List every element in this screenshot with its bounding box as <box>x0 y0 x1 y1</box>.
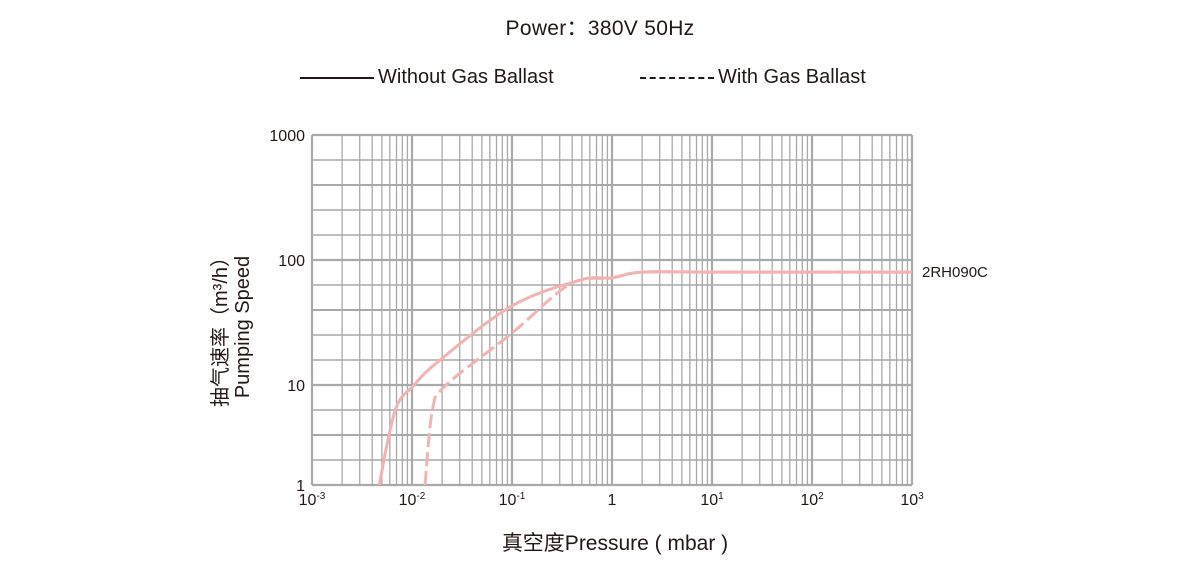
legend-label: Without Gas Ballast <box>378 66 554 88</box>
y-tick-label: 10 <box>287 378 305 395</box>
y-axis-label: 抽气速率（m³/h） Pumping Speed <box>210 247 254 407</box>
curve-with-gas-ballast <box>423 270 912 486</box>
chart-title: Power：380V 50Hz <box>505 17 695 40</box>
x-tick-label: 101 <box>700 491 724 509</box>
y-axis-label-cn: 抽气速率（m³/h） <box>210 247 232 407</box>
x-axis-label: 真空度Pressure ( mbar ) <box>501 532 729 555</box>
x-tick-label: 10-3 <box>299 491 326 509</box>
y-tick-label: 1 <box>296 478 305 495</box>
y-axis-label-en: Pumping Speed <box>232 255 254 399</box>
x-tick-label: 103 <box>900 491 924 509</box>
x-tick-label: 102 <box>800 491 824 509</box>
solid-line-swatch-icon <box>300 76 374 79</box>
x-tick-label: 1 <box>608 492 617 509</box>
legend-item-with-gas-ballast: With Gas Ballast <box>640 66 866 89</box>
x-tick-label: 10-2 <box>399 491 426 509</box>
legend-label: With Gas Ballast <box>718 66 866 88</box>
series-label-2rh090c: 2RH090C <box>922 264 988 281</box>
x-tick-label: 10-1 <box>499 491 526 509</box>
legend-item-without-gas-ballast: Without Gas Ballast <box>300 66 554 89</box>
dashed-line-swatch-icon <box>640 76 714 79</box>
y-tick-label: 1000 <box>269 128 305 145</box>
grid <box>310 133 914 487</box>
curves <box>377 270 912 486</box>
y-tick-label: 100 <box>278 253 305 270</box>
